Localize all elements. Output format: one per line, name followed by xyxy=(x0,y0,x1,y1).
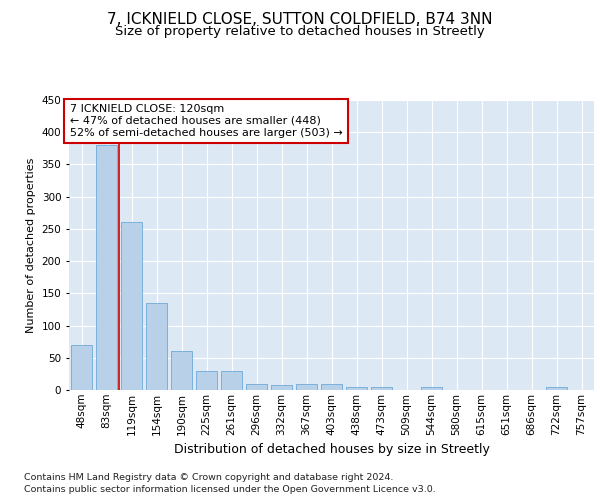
Text: 7, ICKNIELD CLOSE, SUTTON COLDFIELD, B74 3NN: 7, ICKNIELD CLOSE, SUTTON COLDFIELD, B74… xyxy=(107,12,493,28)
Bar xyxy=(271,385,292,390)
Bar xyxy=(196,370,217,390)
Bar xyxy=(146,303,167,390)
Bar xyxy=(346,387,367,390)
Bar xyxy=(321,384,342,390)
Text: 7 ICKNIELD CLOSE: 120sqm
← 47% of detached houses are smaller (448)
52% of semi-: 7 ICKNIELD CLOSE: 120sqm ← 47% of detach… xyxy=(70,104,343,138)
Bar xyxy=(121,222,142,390)
Text: Contains HM Land Registry data © Crown copyright and database right 2024.: Contains HM Land Registry data © Crown c… xyxy=(24,472,394,482)
Text: Contains public sector information licensed under the Open Government Licence v3: Contains public sector information licen… xyxy=(24,485,436,494)
Y-axis label: Number of detached properties: Number of detached properties xyxy=(26,158,36,332)
Bar xyxy=(171,352,192,390)
Bar xyxy=(296,384,317,390)
X-axis label: Distribution of detached houses by size in Streetly: Distribution of detached houses by size … xyxy=(173,443,490,456)
Bar xyxy=(371,387,392,390)
Bar xyxy=(546,387,567,390)
Bar xyxy=(246,384,267,390)
Bar xyxy=(96,145,117,390)
Bar xyxy=(71,345,92,390)
Text: Size of property relative to detached houses in Streetly: Size of property relative to detached ho… xyxy=(115,25,485,38)
Bar xyxy=(221,370,242,390)
Bar xyxy=(421,387,442,390)
